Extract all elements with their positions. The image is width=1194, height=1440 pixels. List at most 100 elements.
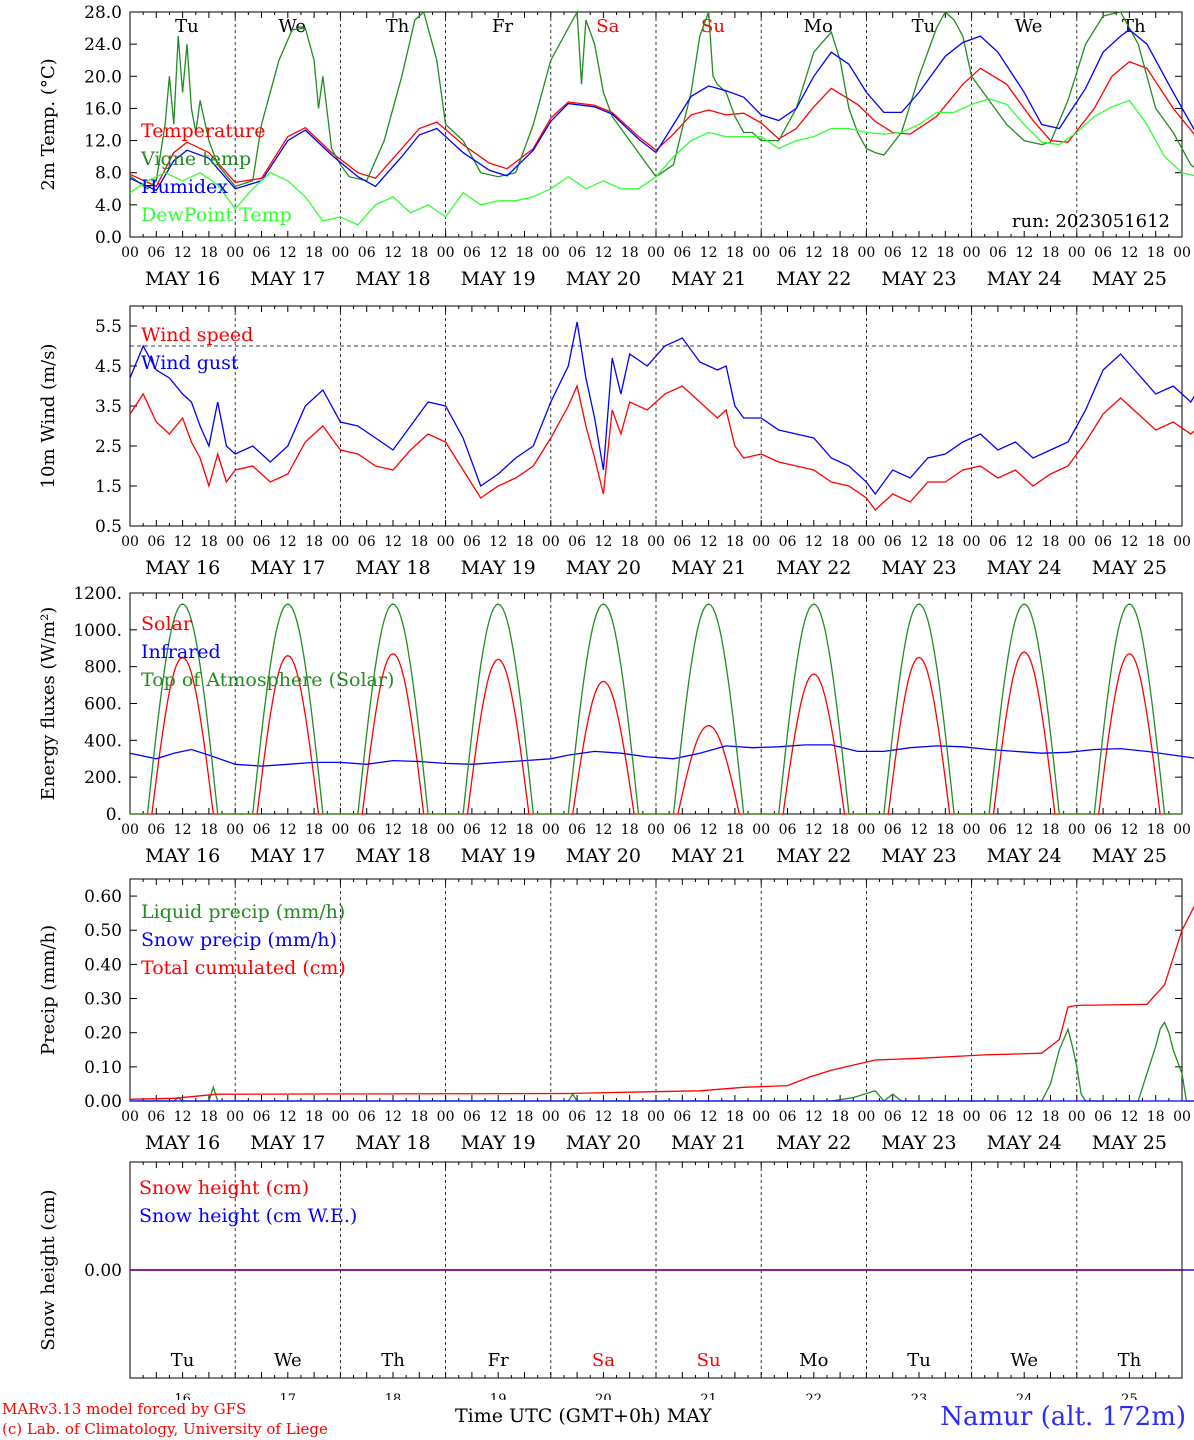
legend-entry: Snow precip (mm/h)	[141, 929, 337, 951]
series-line-0-1	[129, 9, 1194, 190]
month-label: MAY	[666, 1405, 712, 1427]
hour-tick-label: 06	[989, 822, 1007, 838]
hour-tick-label: 00	[752, 245, 770, 261]
y-tick-label: 0.	[106, 805, 122, 825]
hour-tick-label: 00	[1068, 1109, 1086, 1125]
hour-tick-label: 06	[1094, 822, 1112, 838]
legend-entry: DewPoint Temp	[141, 204, 292, 226]
hour-tick-label: 06	[463, 245, 481, 261]
y-tick-label: 1200.	[73, 584, 122, 604]
hour-tick-label: 12	[700, 1109, 718, 1125]
y-tick-label: 0.30	[84, 990, 122, 1010]
hour-tick-label: 06	[568, 245, 586, 261]
weekday-label: Mo	[804, 16, 833, 37]
day-number-label: 24	[1016, 1392, 1033, 1400]
hour-tick-label: 00	[121, 534, 139, 550]
y-tick-label: 2.5	[95, 437, 122, 457]
day-label: MAY 20	[566, 268, 641, 290]
hour-tick-label: 00	[437, 534, 455, 550]
legend-entry: Humidex	[141, 176, 228, 198]
hour-tick-label: 06	[253, 534, 271, 550]
run-annotation: run: 2023051612	[1012, 211, 1170, 232]
hour-tick-label: 06	[358, 822, 376, 838]
series-line-1-1	[129, 321, 1194, 496]
day-label: MAY 22	[776, 845, 851, 867]
hour-tick-label: 06	[1094, 1109, 1112, 1125]
hour-tick-label: 00	[121, 1109, 139, 1125]
legend-entry: Solar	[141, 613, 193, 635]
hour-tick-label: 12	[910, 245, 928, 261]
hour-tick-label: 06	[253, 1109, 271, 1125]
hour-tick-label: 06	[779, 534, 797, 550]
hour-tick-label: 18	[200, 534, 218, 550]
legend-entry: Snow height (cm)	[139, 1177, 309, 1199]
hour-tick-label: 18	[516, 245, 534, 261]
hour-tick-label: 18	[410, 245, 428, 261]
day-label: MAY 21	[671, 268, 746, 290]
weekday-label: Fr	[488, 1350, 509, 1371]
hour-tick-label: 00	[437, 1109, 455, 1125]
hour-tick-label: 06	[884, 1109, 902, 1125]
day-label: MAY 21	[671, 1132, 746, 1154]
hour-tick-label: 00	[1173, 245, 1191, 261]
day-label: MAY 20	[566, 1132, 641, 1154]
weekday-label: We	[1010, 1350, 1038, 1371]
series-line-2-1	[129, 744, 1194, 767]
hour-tick-label: 00	[647, 822, 665, 838]
hour-tick-label: 06	[989, 534, 1007, 550]
day-label: MAY 17	[250, 268, 325, 290]
y-tick-label: 0.5	[95, 517, 122, 537]
hour-tick-label: 06	[779, 822, 797, 838]
y-tick-label: 1.5	[95, 477, 122, 497]
hour-tick-label: 18	[516, 822, 534, 838]
legend-entry: Total cumulated (cm)	[141, 957, 346, 979]
hour-tick-label: 00	[1068, 245, 1086, 261]
weekday-label: Su	[697, 1350, 721, 1371]
day-label: MAY 22	[776, 557, 851, 579]
hour-tick-label: 18	[1147, 822, 1165, 838]
hour-tick-label: 06	[884, 822, 902, 838]
hour-tick-label: 06	[568, 1109, 586, 1125]
day-label: MAY 24	[987, 268, 1062, 290]
hour-tick-label: 00	[647, 1109, 665, 1125]
hour-tick-label: 00	[752, 822, 770, 838]
y-axis-title: 2m Temp. (°C)	[38, 58, 59, 190]
day-label: MAY 21	[671, 845, 746, 867]
hour-tick-label: 00	[963, 534, 981, 550]
y-axis-title: 10m Wind (m/s)	[38, 344, 59, 489]
legend-entry: Wind gust	[141, 352, 239, 374]
hour-tick-label: 06	[463, 1109, 481, 1125]
hour-tick-label: 00	[331, 1109, 349, 1125]
series-line-0-3	[129, 98, 1194, 226]
weekday-label: We	[274, 1350, 302, 1371]
y-axis-title: Energy fluxes (W/m²)	[38, 607, 59, 801]
hour-tick-label: 00	[857, 1109, 875, 1125]
hour-tick-label: 12	[384, 245, 402, 261]
hour-tick-label: 00	[331, 245, 349, 261]
hour-tick-label: 12	[1120, 822, 1138, 838]
hour-tick-label: 06	[1094, 245, 1112, 261]
weekday-label: Th	[1118, 1350, 1142, 1371]
hour-tick-label: 12	[1015, 245, 1033, 261]
hour-tick-label: 12	[279, 1109, 297, 1125]
hour-tick-label: 06	[358, 534, 376, 550]
series-line-2-2	[130, 603, 1182, 815]
hour-tick-label: 12	[489, 534, 507, 550]
hour-tick-label: 00	[226, 245, 244, 261]
hour-tick-label: 00	[647, 245, 665, 261]
day-label: MAY 25	[1092, 557, 1167, 579]
y-tick-label: 800.	[84, 658, 122, 678]
hour-tick-label: 18	[200, 245, 218, 261]
legend-entry: Temperature	[141, 120, 265, 142]
hour-tick-label: 18	[305, 245, 323, 261]
hour-tick-label: 18	[936, 822, 954, 838]
hour-tick-label: 06	[147, 534, 165, 550]
hour-tick-label: 18	[305, 1109, 323, 1125]
y-tick-label: 12.0	[84, 132, 122, 152]
hour-tick-label: 06	[147, 245, 165, 261]
hour-tick-label: 18	[516, 534, 534, 550]
hour-tick-label: 18	[621, 534, 639, 550]
hour-tick-label: 18	[305, 534, 323, 550]
weekday-label: Su	[701, 16, 725, 37]
hour-tick-label: 12	[489, 1109, 507, 1125]
